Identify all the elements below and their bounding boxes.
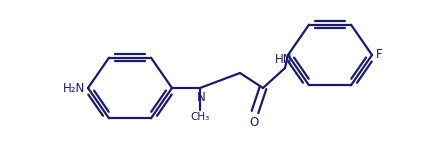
Text: CH₃: CH₃ [190,112,210,122]
Text: H₂N: H₂N [63,81,85,94]
Text: HN: HN [275,53,293,66]
Text: N: N [196,91,205,104]
Text: O: O [249,116,259,129]
Text: F: F [376,48,383,61]
